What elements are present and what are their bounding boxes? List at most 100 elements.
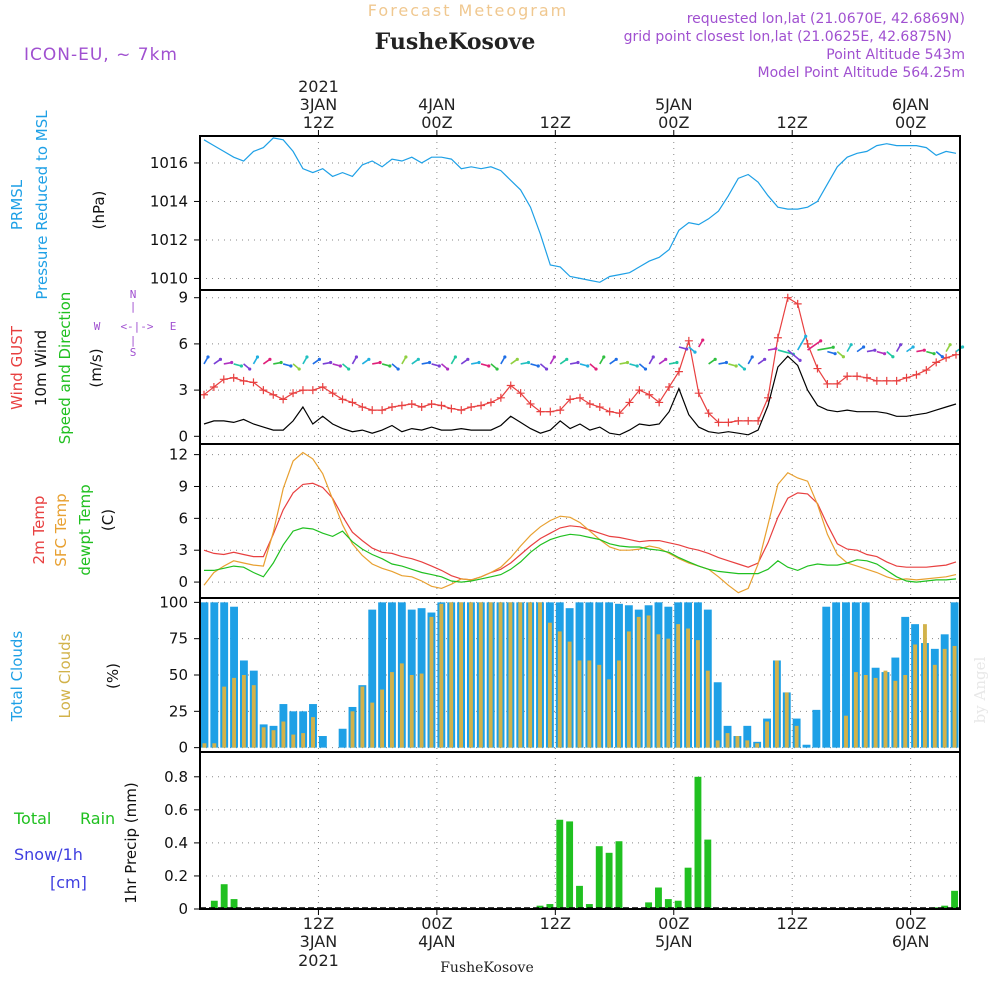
rain-bar [684,867,692,909]
wind-arrow-head [453,355,457,359]
bottom-time-label: 00Z [895,914,926,933]
total-clouds-bar [713,682,722,748]
compass-rose: N | W <-|-> E | S [94,288,177,359]
wind-direction-label: Speed and Direction [56,292,74,445]
low-clouds-bar [715,740,720,748]
total-clouds-label: Total Clouds [8,631,26,723]
gust-marker [526,399,535,408]
low-clouds-bar [557,631,562,748]
wind-arrow-head [742,367,747,371]
bottom-day-label: 6JAN [892,932,930,951]
total-clouds-bar [200,602,209,748]
rain-bar [566,821,574,909]
low-clouds-bar [380,689,385,748]
wind-arrow-head [922,348,926,352]
wind-arrow-head [625,360,630,365]
total-rain-label-total: Total [13,809,51,828]
wind-arrow-head [798,358,802,362]
low-clouds-bar [794,725,799,748]
wind-arrow-head [317,357,321,361]
wind-arrow-head [495,367,499,371]
total-clouds-bar [812,709,821,748]
wind-arrow-head [602,355,606,359]
rain-bar [595,846,603,909]
temp-sfc-label: SFC Temp [52,493,70,566]
clouds-ytick-label: 50 [169,666,188,684]
gust-marker [704,409,713,418]
temperature-panel-labels: 2m Temp SFC Temp dewpt Temp (C) [30,484,117,575]
wind-arrow-head [750,355,754,359]
wind-arrow-head [734,364,738,368]
total-clouds-bar [338,728,347,748]
wind-ytick-label: 9 [178,289,188,307]
wind-arrow-head [427,360,432,365]
wind-arrow-head [862,345,866,349]
snow-unit-label: [cm] [50,873,87,892]
gust-marker [358,403,367,412]
total-clouds-bar [210,602,219,748]
low-clouds-bar [656,634,661,748]
gust-marker [239,376,248,385]
gust-marker [477,401,486,410]
wind-arrow-head [552,355,556,359]
gust-marker [734,416,743,425]
total-clouds-bar [832,602,841,748]
wind-arrow-head [446,367,450,371]
wind-arrow-head [932,352,936,356]
low-clouds-bar [468,602,473,748]
wind-arrow-head [466,357,470,361]
wind-arrow-head [378,360,382,365]
temperature-ytick-label: 9 [178,477,188,495]
wind-arrow-head [218,357,223,361]
wind-arrow-head [685,347,689,351]
low-clouds-bar [686,628,691,748]
wind-arrow-head [891,355,895,359]
wind-arrow-head [565,357,569,361]
rain-bar [576,885,583,909]
low-clouds-bar [597,664,602,748]
wind-arrow-head [503,355,507,359]
bottom-location-label: FusheKosove [440,960,534,976]
wind-arrow-head [536,364,540,368]
wind-arrow-head [763,357,767,361]
bottom-time-label: 00Z [658,914,689,933]
gust-marker [665,383,674,392]
precip-ytick-label: 0 [178,900,188,918]
gust-marker [378,406,387,415]
wind-arrow-head [804,334,808,338]
low-clouds-bar [567,641,572,748]
pressure-ytick-label: 1014 [150,192,188,210]
top-time-label: 12Z [777,113,808,132]
wind-gust-label: Wind GUST [8,325,26,410]
wind-arrow-head [289,364,293,368]
pressure-panel: 1010 1012 1014 1016 [150,135,961,291]
bottom-day-label: 4JAN [418,932,456,951]
gust-marker [803,339,812,348]
prmsl-line [203,137,957,283]
gust-marker [566,395,575,404]
snow-label: Snow/1h [14,845,83,864]
program-title: Forecast Meteogram [368,1,568,20]
point-altitude: Point Altitude 543m [826,47,965,63]
low-clouds-bar [518,602,523,748]
gust-marker [952,350,960,359]
precip-ytick-label: 0.4 [164,834,188,852]
wind-arrow-head [388,364,392,368]
wind-arrow-head [477,360,481,365]
compass-arrows: <-|-> [120,320,153,333]
wind-10m-label: 10m Wind [32,330,50,406]
compass-dash-bottom: | [130,334,137,347]
wind-arrow-head [664,357,668,361]
gust-marker [249,378,258,387]
wind-arrow-head [544,367,549,371]
wind-arrow-head [882,352,887,356]
bottom-year-label: 2021 [298,951,339,970]
gust-marker [724,418,733,427]
gust-marker [556,406,565,415]
wind-arrow-head [701,338,705,342]
wind-arrow-head [651,355,655,359]
pressure-ytick-label: 1012 [150,231,188,249]
rain-bar [951,890,958,909]
gust-marker [368,406,377,415]
